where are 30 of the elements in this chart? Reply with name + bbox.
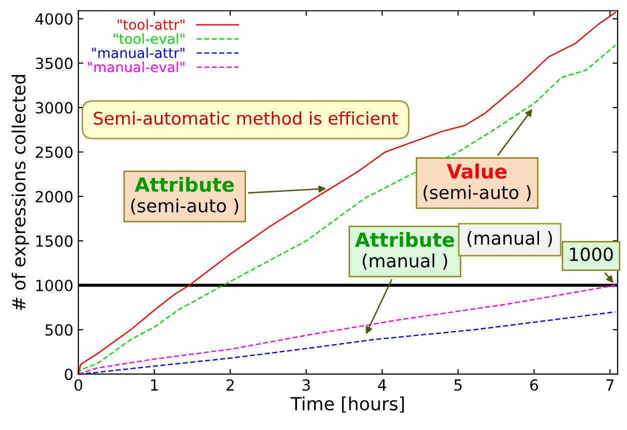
- y-tick-label: 1500: [36, 235, 72, 247]
- x-tick-label: 7: [606, 379, 614, 391]
- y-tick-label: 0: [64, 368, 72, 380]
- x-tick-label: 2: [226, 379, 234, 391]
- x-tick-label: 5: [454, 379, 462, 391]
- y-tick-label: 3500: [36, 58, 72, 70]
- y-axis-title: # of expressions collected: [12, 74, 30, 310]
- y-tick-label: 4000: [35, 13, 72, 25]
- annotation: Value (semi-auto ): [424, 164, 531, 202]
- legend-label: "manual-attr": [92, 47, 184, 58]
- legend-label: "tool-attr": [118, 19, 184, 30]
- annotation: Attribute (semi-auto ): [131, 176, 238, 215]
- y-tick-label: 2500: [36, 146, 72, 158]
- y-tick-label: 3000: [36, 102, 72, 114]
- y-tick-label: 2000: [36, 190, 72, 202]
- x-tick-label: 0: [74, 379, 82, 391]
- y-tick-label: 500: [46, 324, 72, 336]
- x-axis-title: Time [hours]: [290, 396, 404, 413]
- annotation: Semi-automatic method is efficient: [94, 111, 398, 125]
- x-tick-label: 1: [151, 379, 158, 391]
- x-tick-label: 3: [302, 379, 310, 391]
- legend-label: "tool-eval": [114, 33, 184, 44]
- x-tick-label: 4: [378, 379, 386, 391]
- annotation: Attribute (manual ): [354, 232, 454, 270]
- legend-label: "manual-eval": [88, 61, 184, 72]
- line-series: [78, 284, 616, 374]
- x-tick-label: 6: [530, 379, 538, 391]
- annotation: 1000: [570, 248, 613, 262]
- y-tick-label: 1000: [36, 280, 72, 292]
- annotation: (manual ): [468, 230, 552, 248]
